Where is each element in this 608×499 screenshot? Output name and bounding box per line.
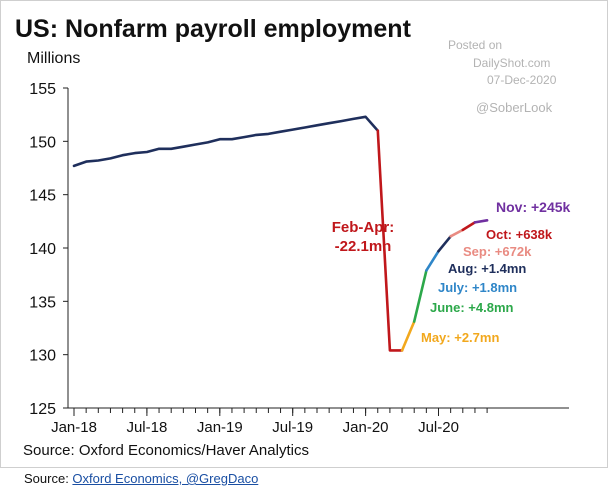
x-tick-label: Jul-19 <box>272 419 313 436</box>
y-tick-label: 125 <box>29 401 56 418</box>
series-segment-Aug-20-to-Sep-20 <box>449 228 465 238</box>
y-tick-label: 150 <box>29 134 56 151</box>
annotation-label: -22.1mn <box>335 238 392 255</box>
annotation-label: Feb-Apr: <box>332 219 395 236</box>
annotation-label: June: +4.8mn <box>430 300 514 315</box>
annotation-label: Oct: +638k <box>486 227 553 242</box>
footer-prefix: Source: <box>24 471 73 486</box>
x-tick-label: Jan-18 <box>51 419 97 436</box>
series-segment-Jan-18-to-Feb-20 <box>72 115 380 168</box>
annotation-label: Aug: +1.4mn <box>448 261 526 276</box>
footer-source: Source: Oxford Economics, @GregDaco <box>24 471 258 486</box>
y-tick-label: 140 <box>29 241 56 258</box>
y-tick-label: 155 <box>29 81 56 98</box>
series-segment-Jul-20-to-Aug-20 <box>437 235 453 253</box>
watermark-site: DailyShot.com <box>473 56 551 70</box>
annotation-label: Nov: +245k <box>496 199 571 215</box>
watermark-date: 07-Dec-2020 <box>487 73 557 87</box>
x-tick-label: Jan-19 <box>197 419 243 436</box>
chart-title: US: Nonfarm payroll employment <box>15 15 411 43</box>
annotation-label: May: +2.7mn <box>421 330 499 345</box>
payroll-line-chart: 125 130 135 140 145 150 155 Jan-18 Jul-18 Jan-19 J… <box>29 81 571 436</box>
annotation-label: Sep: +672k <box>463 244 532 259</box>
chart-frame: US: Nonfarm payroll employment Millions … <box>0 0 608 468</box>
x-tick-label: Jan-20 <box>343 419 389 436</box>
y-tick-label: 135 <box>29 294 56 311</box>
series-segment-May-20-to-Jun-20 <box>412 269 428 323</box>
series-segment-Jun-20-to-Jul-20 <box>425 249 440 272</box>
y-axis-unit-label: Millions <box>27 50 81 67</box>
watermark-handle: @SoberLook <box>476 100 553 115</box>
watermark-posted-on: Posted on <box>448 38 503 52</box>
series-segment-Oct-20-to-Nov-20 <box>473 219 489 224</box>
series-segment-Sep-20-to-Oct-20 <box>461 221 477 232</box>
y-tick-label: 145 <box>29 188 56 205</box>
footer-source-link[interactable]: Oxford Economics, @GregDaco <box>72 471 259 486</box>
series-segment-Apr-20-to-May-20 <box>400 320 416 352</box>
x-tick-label: Jul-20 <box>418 419 459 436</box>
chart-source-note: Source: Oxford Economics/Haver Analytics <box>23 442 309 459</box>
annotation-label: July: +1.8mn <box>438 280 517 295</box>
y-tick-label: 130 <box>29 348 56 365</box>
series-segment-Feb-20-to-Apr-20 <box>376 129 404 352</box>
x-tick-label: Jul-18 <box>126 419 167 436</box>
